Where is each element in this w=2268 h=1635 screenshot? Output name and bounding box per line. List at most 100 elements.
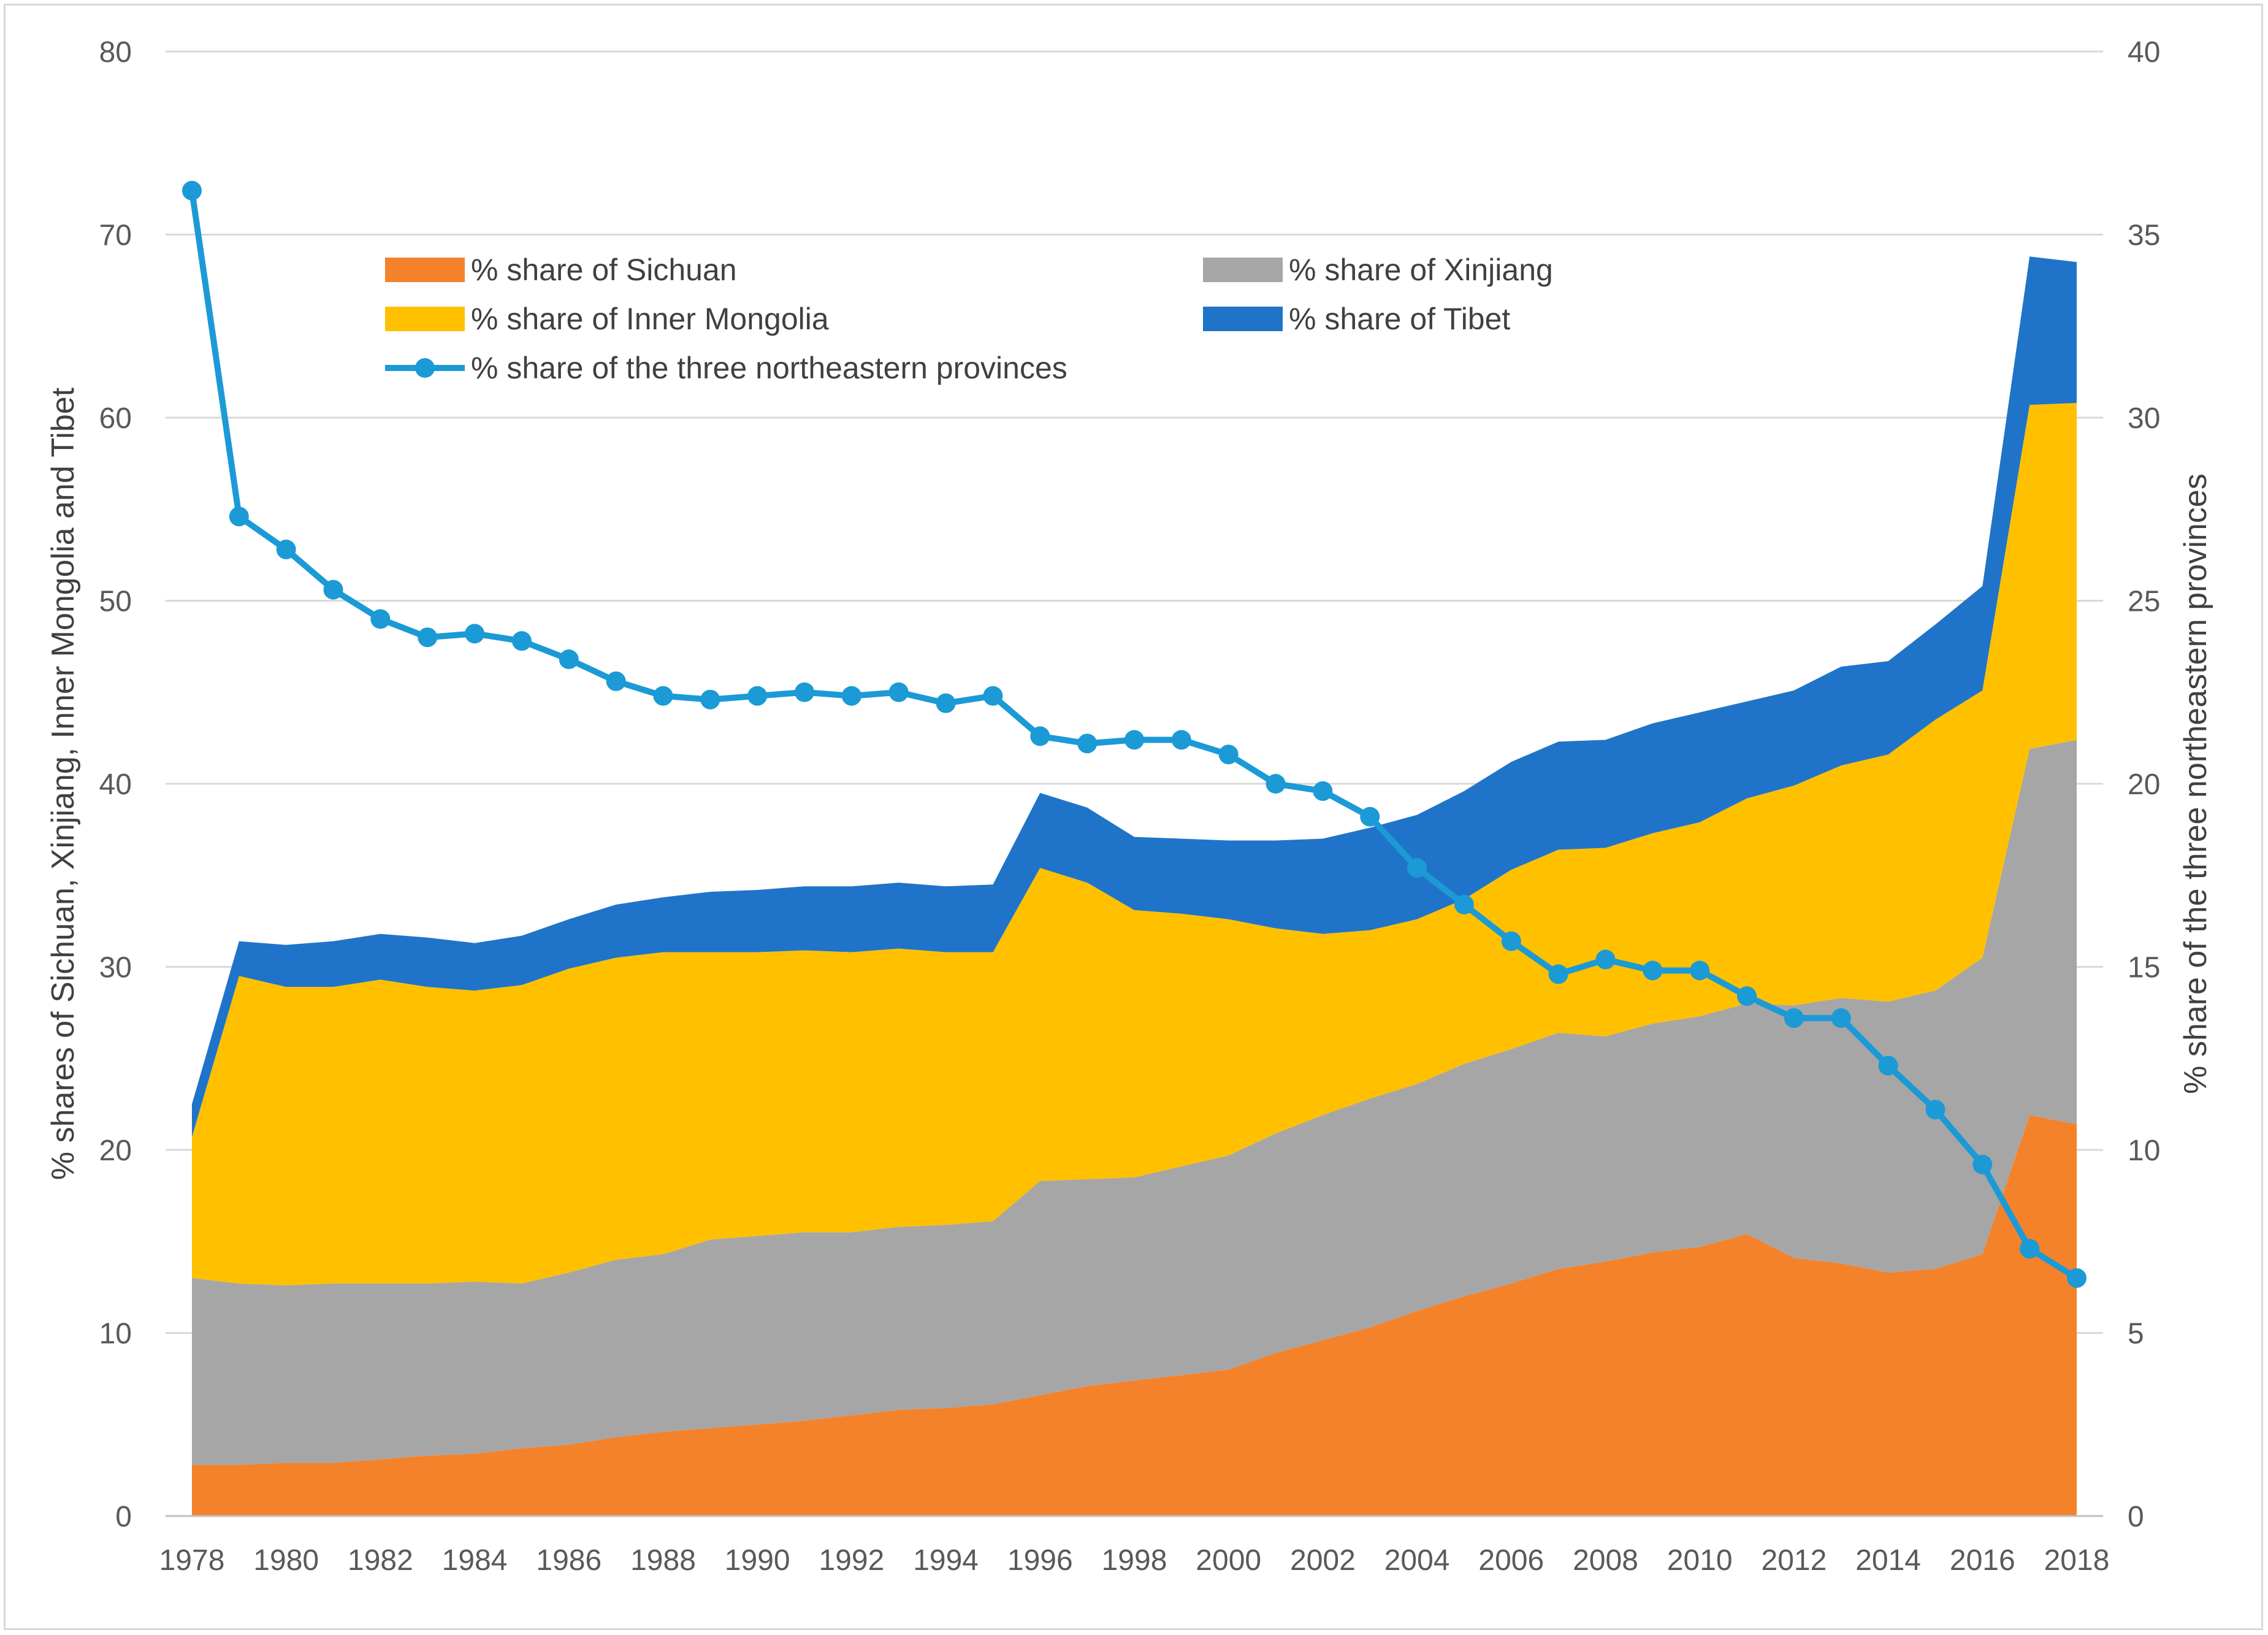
line-point: [1407, 858, 1427, 878]
x-tick-label: 2008: [1573, 1544, 1638, 1577]
line-point: [1313, 781, 1333, 801]
line-point: [1454, 895, 1474, 915]
legend-swatch: [1203, 307, 1283, 331]
legend-label: % share of Tibet: [1289, 302, 1510, 336]
line-point: [606, 671, 626, 691]
line-point: [1831, 1008, 1851, 1028]
line-point: [465, 624, 485, 644]
x-tick-label: 2018: [2044, 1544, 2110, 1577]
line-point: [1077, 733, 1098, 754]
y-right-tick-label: 15: [2128, 952, 2160, 984]
x-axis-ticks: 1978 1980 1982 1984 1986 1988 1990 1992 1994 1996…: [159, 1544, 2110, 1577]
line-point: [276, 539, 296, 559]
x-tick-label: 2006: [1478, 1544, 1544, 1577]
line-point: [653, 686, 673, 706]
line-point: [1878, 1055, 1898, 1076]
northeast-line-series: [182, 180, 2087, 1288]
legend-item: % share of Inner Mongolia: [385, 302, 829, 336]
line-point: [1972, 1154, 1993, 1174]
line-point: [1124, 730, 1144, 750]
x-tick-label: 2012: [1762, 1544, 1827, 1577]
x-tick-label: 1994: [913, 1544, 979, 1577]
right-axis-title: % share of the three northeastern provin…: [2178, 473, 2213, 1094]
legend-swatch: [385, 307, 465, 331]
y-tick-label: 70: [99, 220, 132, 252]
left-y-axis-ticks: 0 10 20 30 40 50 60 70 80: [99, 36, 132, 1533]
legend-label: % share of the three northeastern provin…: [471, 351, 1067, 385]
x-tick-label: 2010: [1667, 1544, 1733, 1577]
x-tick-label: 1988: [630, 1544, 696, 1577]
x-tick-label: 1998: [1102, 1544, 1167, 1577]
y-right-tick-label: 35: [2128, 220, 2160, 252]
y-right-tick-label: 20: [2128, 768, 2160, 801]
legend: % share of Sichuan % share of Xinjiang % s…: [385, 253, 1553, 385]
legend-marker: [415, 358, 435, 378]
line-point: [229, 507, 249, 527]
line-point: [983, 686, 1003, 706]
legend-item: % share of Sichuan: [385, 253, 737, 287]
line-point: [700, 689, 720, 710]
x-tick-label: 1980: [253, 1544, 319, 1577]
line-point: [511, 631, 532, 651]
line-point: [1925, 1100, 1945, 1120]
line-point: [1360, 806, 1380, 827]
line-point: [1784, 1008, 1804, 1028]
legend-swatch: [385, 258, 465, 282]
line-point: [418, 627, 438, 648]
line-point: [747, 686, 768, 706]
y-tick-label: 50: [99, 586, 132, 618]
chart-frame: [4, 4, 2263, 1630]
x-tick-label: 1986: [536, 1544, 601, 1577]
right-y-axis-ticks: 0 5 10 15 20 25 30 35 40: [2128, 36, 2160, 1533]
x-tick-label: 2014: [1855, 1544, 1921, 1577]
legend-item: % share of the three northeastern provin…: [385, 351, 1067, 385]
line-point: [1643, 960, 1663, 981]
legend-label: % share of Xinjiang: [1289, 253, 1553, 287]
x-tick-label: 1996: [1007, 1544, 1073, 1577]
legend-item: % share of Tibet: [1203, 302, 1510, 336]
left-axis-title: % shares of Sichuan, Xinjiang, Inner Mon…: [45, 387, 81, 1180]
legend-swatch: [1203, 258, 1283, 282]
y-tick-label: 80: [99, 36, 132, 69]
line-point: [323, 580, 343, 600]
y-right-tick-label: 10: [2128, 1135, 2160, 1167]
x-tick-label: 1990: [725, 1544, 790, 1577]
area-inner-mongolia: [192, 403, 2077, 1285]
y-tick-label: 60: [99, 402, 132, 435]
x-tick-label: 2004: [1384, 1544, 1450, 1577]
legend-label: % share of Sichuan: [471, 253, 737, 287]
area-sichuan: [192, 1115, 2077, 1516]
line-point: [1030, 726, 1050, 746]
legend-label: % share of Inner Mongolia: [471, 302, 829, 336]
line-point: [888, 682, 909, 702]
line-point: [2067, 1268, 2087, 1288]
line-point: [370, 609, 391, 629]
y-right-tick-label: 25: [2128, 586, 2160, 618]
x-tick-label: 2000: [1196, 1544, 1261, 1577]
x-tick-label: 2002: [1290, 1544, 1356, 1577]
x-tick-label: 1984: [442, 1544, 508, 1577]
line-point: [2020, 1239, 2040, 1259]
line-point: [936, 693, 956, 713]
x-tick-label: 1992: [819, 1544, 885, 1577]
line-point: [1548, 964, 1568, 984]
line-point: [1171, 730, 1191, 750]
y-tick-label: 0: [115, 1501, 132, 1533]
y-right-tick-label: 5: [2128, 1318, 2144, 1350]
line-point: [1266, 774, 1286, 794]
y-right-tick-label: 40: [2128, 36, 2160, 69]
x-tick-label: 1982: [348, 1544, 413, 1577]
area-xinjiang: [192, 740, 2077, 1465]
line-point: [841, 686, 861, 706]
y-right-tick-label: 30: [2128, 402, 2160, 435]
line-point: [1595, 949, 1616, 970]
y-tick-label: 30: [99, 952, 132, 984]
line-point: [1690, 960, 1710, 981]
stacked-areas: [192, 256, 2077, 1516]
line-point: [1737, 986, 1757, 1006]
y-tick-label: 10: [99, 1318, 132, 1350]
area-tibet: [192, 256, 2077, 1138]
line-point: [559, 649, 579, 670]
y-tick-label: 20: [99, 1135, 132, 1167]
